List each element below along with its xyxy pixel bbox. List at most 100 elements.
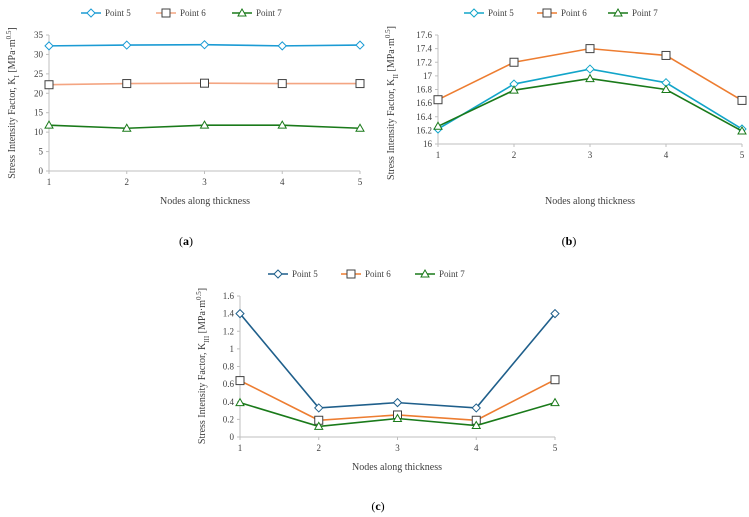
data-point-a-2-3: [277, 120, 288, 129]
legend-b: Point 5 Point 6 Point 7: [464, 7, 658, 18]
legend-marker-b-2: [608, 7, 628, 17]
x-ticks-c: 1 2 3 4 5: [238, 437, 558, 453]
x-tick-label-a-1: 2: [125, 177, 130, 187]
y-tick-label-c-5: 1: [230, 344, 235, 354]
y-axis-label-c: Stress Intensity Factor, KIII [MPa·m0.5]: [195, 288, 211, 444]
series-c: [235, 308, 560, 430]
data-point-c-1-4: [550, 375, 560, 385]
legend-symbol-b-1: [542, 8, 552, 18]
y-tick-label-b-4: 16.8: [416, 85, 432, 95]
y-tick-label-a-4: 20: [34, 88, 44, 98]
data-point-b-2-0: [433, 121, 443, 130]
data-point-b-0-2: [585, 64, 595, 74]
legend-label-a-0: Point 5: [105, 8, 131, 18]
legend-label-c-2: Point 7: [439, 269, 465, 279]
legend-label-b-1: Point 6: [561, 8, 587, 18]
legend-marker-c-2: [415, 268, 435, 278]
data-point-a-0-0: [44, 41, 54, 51]
legend-symbol-c-1: [346, 269, 356, 279]
y-tick-label-a-0: 0: [39, 166, 44, 176]
x-tick-label-c-2: 3: [395, 443, 400, 453]
y-tick-label-a-3: 15: [34, 108, 44, 118]
y-tick-label-c-1: 0.2: [223, 414, 234, 424]
y-tick-label-a-5: 25: [34, 69, 44, 79]
series-b: [433, 44, 747, 135]
panel-label-c: (c): [371, 499, 384, 513]
y-tick-label-c-0: 0: [230, 432, 235, 442]
data-point-c-0-2: [392, 397, 403, 408]
legend-label-c-0: Point 5: [292, 269, 318, 279]
x-tick-label-a-4: 5: [358, 177, 363, 187]
data-point-c-2-1: [313, 421, 324, 430]
y-ticks-c: 0 0.2 0.4 0.6 0.8 1 1.2 1.4 1.6: [223, 291, 240, 442]
legend-item-a-1: Point 6: [156, 8, 206, 18]
y-tick-label-b-2: 16.4: [416, 112, 432, 122]
y-ticks-b: 16 16.2 16.4 16.6 16.8 17 17.2 17.4 17.6: [416, 30, 438, 149]
legend-marker-a-0: [81, 8, 101, 18]
y-tick-label-b-8: 17.6: [416, 30, 432, 40]
x-tick-label-c-1: 2: [317, 443, 322, 453]
x-ticks-a: 1 2 3 4 5: [47, 171, 363, 187]
data-point-b-2-2: [585, 73, 595, 83]
y-tick-label-c-3: 0.6: [223, 379, 235, 389]
legend-item-c-0: Point 5: [268, 269, 318, 279]
y-tick-label-c-8: 1.6: [223, 291, 235, 301]
x-ticks-b: 1 2 3 4 5: [436, 144, 745, 160]
legend-marker-a-2: [232, 7, 252, 17]
data-point-c-0-3: [471, 403, 481, 413]
legend-marker-b-0: [464, 8, 484, 18]
y-tick-label-a-7: 35: [34, 30, 44, 40]
data-point-c-2-2: [392, 413, 403, 422]
data-point-c-2-0: [235, 397, 245, 407]
data-point-c-1-0: [235, 376, 245, 386]
chart-c: Point 5 Point 6 Point 7 0 0.2 0.4 0.6 0.8 1 1.…: [195, 268, 560, 513]
legend-c: Point 5 Point 6 Point 7: [268, 268, 465, 279]
data-point-a-1-3: [277, 79, 287, 89]
legend-label-b-0: Point 5: [488, 8, 514, 18]
data-point-a-0-1: [122, 40, 132, 50]
data-point-a-2-2: [199, 120, 210, 129]
legend-item-c-2: Point 7: [415, 268, 465, 279]
data-point-b-1-2: [585, 44, 595, 54]
chart-b: Point 5 Point 6 Point 7 1616.216.416.616…: [384, 7, 747, 248]
legend-item-a-0: Point 5: [81, 8, 131, 18]
data-point-c-0-0: [235, 308, 245, 319]
x-tick-label-b-2: 3: [588, 150, 593, 160]
data-point-b-2-3: [661, 84, 671, 93]
legend-marker-b-1: [537, 8, 557, 18]
data-point-c-2-4: [550, 397, 560, 407]
legend-symbol-b-0: [469, 8, 479, 18]
data-point-b-1-1: [509, 57, 519, 67]
y-tick-label-b-5: 17: [423, 71, 433, 81]
data-point-c-0-4: [550, 308, 560, 319]
data-point-b-1-0: [433, 95, 443, 105]
legend-item-a-2: Point 7: [232, 7, 282, 18]
data-point-a-2-1: [121, 123, 132, 132]
legend-label-a-1: Point 6: [180, 8, 206, 18]
data-point-b-2-1: [509, 85, 519, 94]
legend-item-b-0: Point 5: [464, 8, 514, 18]
legend-symbol-c-2: [420, 268, 430, 278]
legend-item-b-2: Point 7: [608, 7, 658, 18]
x-tick-label-b-1: 2: [512, 150, 517, 160]
y-tick-label-c-2: 0.4: [223, 397, 235, 407]
x-tick-label-b-0: 1: [436, 150, 441, 160]
data-point-a-1-2: [200, 78, 209, 88]
legend-marker-c-1: [341, 269, 361, 279]
y-tick-label-b-0: 16: [423, 139, 433, 149]
x-tick-label-c-3: 4: [474, 443, 479, 453]
x-tick-label-a-2: 3: [202, 177, 207, 187]
data-point-b-1-4: [737, 95, 747, 105]
x-tick-label-a-3: 4: [280, 177, 285, 187]
data-point-c-2-3: [471, 420, 482, 430]
y-tick-label-b-6: 17.2: [416, 57, 432, 67]
x-axis-label-b: Nodes along thickness: [545, 196, 635, 207]
data-point-b-1-3: [661, 50, 671, 60]
legend-symbol-a-0: [86, 8, 96, 18]
legend-label-c-1: Point 6: [365, 269, 391, 279]
y-axis-label-b: Stress Intensity Factor, KII [MPa·m0.5]: [384, 26, 400, 180]
y-axis-label-a: Stress Intensity Factor, KI [MPa·m0.5]: [5, 27, 21, 179]
x-tick-label-b-3: 4: [664, 150, 669, 160]
series-line-c-0: [239, 313, 556, 409]
